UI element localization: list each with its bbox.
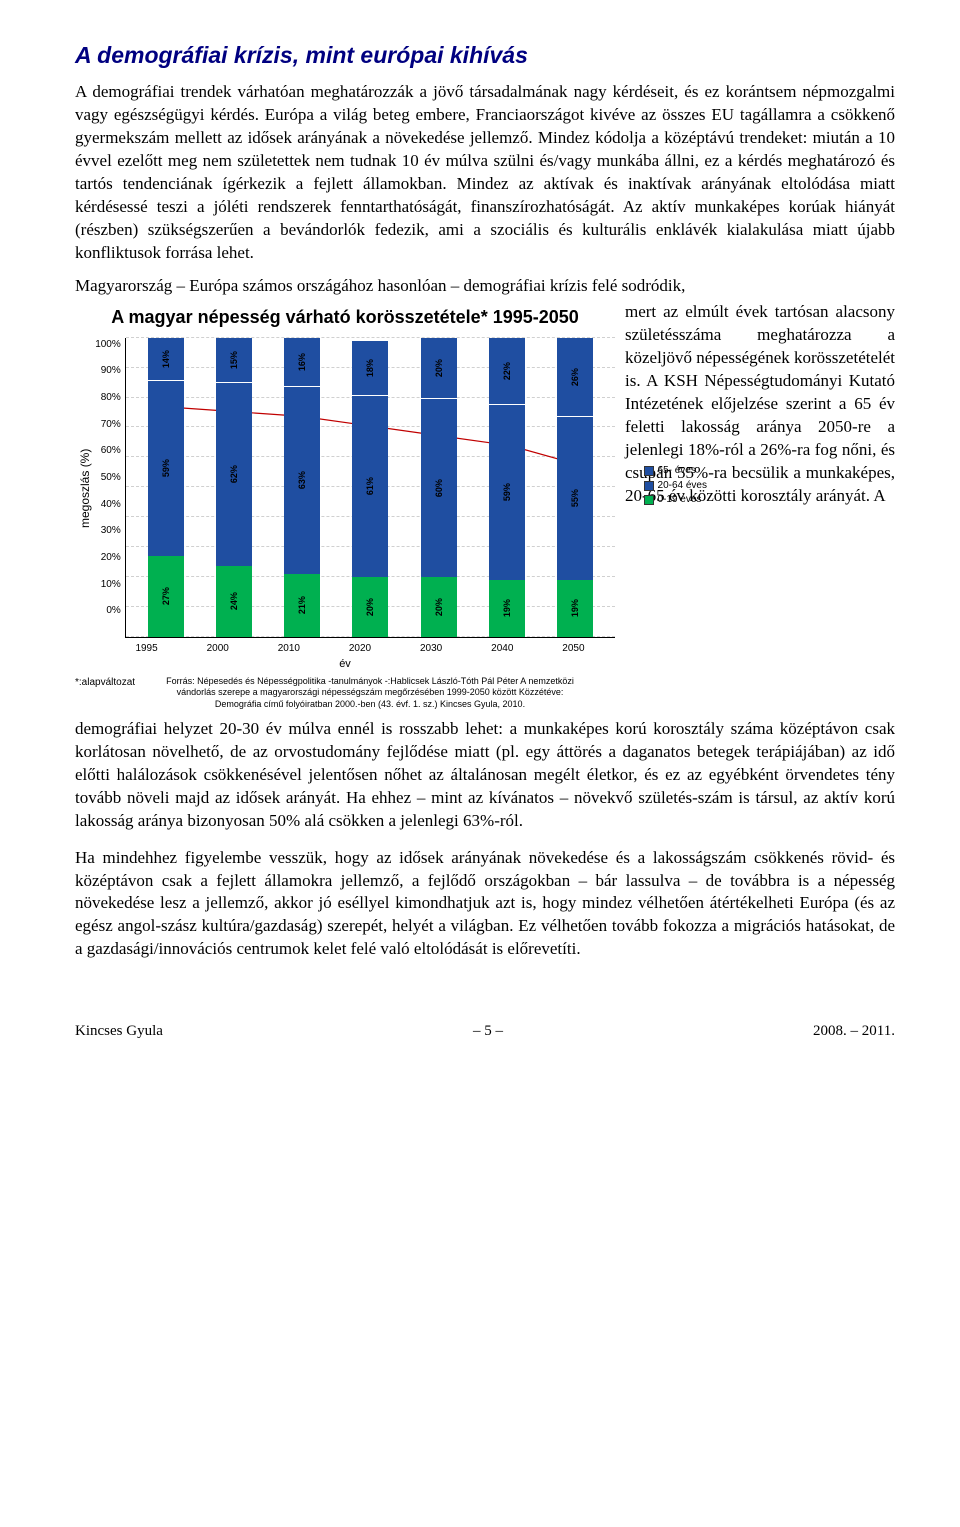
- paragraph-2-lead: Magyarország – Európa számos országához …: [75, 275, 895, 298]
- footer-right: 2008. – 2011.: [813, 1021, 895, 1041]
- y-tick: 90%: [95, 364, 121, 378]
- figure-row: A magyar népesség várható korösszetétele…: [75, 301, 895, 709]
- x-tick: 2030: [413, 642, 449, 656]
- chart-container: A magyar népesség várható korösszetétele…: [75, 301, 615, 709]
- legend-item: 0-19 éves: [644, 493, 707, 507]
- y-tick: 50%: [95, 471, 121, 485]
- x-axis-ticks: 1995 2000 2010 2020 2030 2040 2050: [75, 638, 615, 656]
- paragraph-4: Ha mindehhez figyelembe vesszük, hogy az…: [75, 847, 895, 962]
- x-axis-label: év: [75, 657, 615, 672]
- chart-footnote: *:alapváltozat: [75, 676, 135, 690]
- footer-left: Kincses Gyula: [75, 1021, 163, 1041]
- bar-column: 15%62%24%: [216, 338, 252, 637]
- y-tick: 0%: [95, 604, 121, 618]
- bar-column: 20%60%20%: [421, 338, 457, 637]
- y-tick: 80%: [95, 391, 121, 405]
- y-axis-label: megoszlás (%): [75, 338, 95, 638]
- chart-source: Forrás: Népesedés és Népességpolitika -t…: [155, 676, 585, 710]
- bar-column: 14%59%27%: [148, 338, 184, 637]
- x-tick: 2020: [342, 642, 378, 656]
- y-tick: 100%: [95, 338, 121, 352]
- chart-legend: 65- éves20-64 éves0-19 éves: [644, 463, 707, 508]
- page-footer: Kincses Gyula – 5 – 2008. – 2011.: [75, 1021, 895, 1041]
- y-tick: 70%: [95, 418, 121, 432]
- paragraph-3: demográfiai helyzet 20-30 év múlva ennél…: [75, 718, 895, 833]
- y-tick: 30%: [95, 524, 121, 538]
- bar-column: 18%61%20%: [352, 338, 388, 637]
- legend-item: 20-64 éves: [644, 479, 707, 493]
- legend-item: 65- éves: [644, 464, 707, 478]
- x-tick: 1995: [129, 642, 165, 656]
- y-tick: 60%: [95, 444, 121, 458]
- chart-plot: 65- éves20-64 éves0-19 éves 14%59%27%15%…: [125, 338, 615, 638]
- bar-column: 22%59%19%: [489, 338, 525, 637]
- bar-column: 26%55%19%: [557, 338, 593, 637]
- page-title: A demográfiai krízis, mint európai kihív…: [75, 40, 895, 71]
- paragraph-1: A demográfiai trendek várhatóan meghatár…: [75, 81, 895, 265]
- x-tick: 2000: [200, 642, 236, 656]
- chart-area: megoszlás (%) 100% 90% 80% 70% 60% 50% 40% 30% 2…: [75, 338, 615, 638]
- footer-center: – 5 –: [473, 1021, 503, 1041]
- y-axis-ticks: 100% 90% 80% 70% 60% 50% 40% 30% 20% 10% 0%: [95, 338, 125, 638]
- y-tick: 10%: [95, 578, 121, 592]
- chart-title: A magyar népesség várható korösszetétele…: [75, 305, 615, 329]
- x-tick: 2010: [271, 642, 307, 656]
- x-tick: 2040: [484, 642, 520, 656]
- y-tick: 20%: [95, 551, 121, 565]
- y-tick: 40%: [95, 498, 121, 512]
- bar-column: 16%63%21%: [284, 338, 320, 637]
- x-tick: 2050: [555, 642, 591, 656]
